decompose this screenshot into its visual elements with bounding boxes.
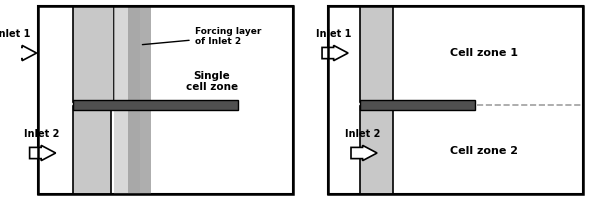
Bar [328,6,583,194]
Bar [359,6,392,102]
Text: Forcing layer
of Inlet 2: Forcing layer of Inlet 2 [142,27,261,47]
Bar [73,6,113,102]
Bar [73,100,238,110]
Bar [359,106,392,194]
Text: Inlet 2: Inlet 2 [345,129,380,139]
Text: Inlet 1: Inlet 1 [316,29,352,39]
FancyArrow shape [351,145,377,161]
Bar [38,6,293,194]
Text: Inlet 1: Inlet 1 [0,29,30,39]
FancyArrow shape [29,145,56,161]
Text: Single
cell zone: Single cell zone [186,71,238,92]
Text: Inlet 2: Inlet 2 [24,129,59,139]
FancyArrow shape [1,45,37,61]
Bar [113,6,140,194]
Bar [73,106,110,194]
Text: Cell zone 2: Cell zone 2 [450,146,518,156]
Bar [328,6,583,194]
FancyArrow shape [322,45,348,61]
Bar [359,100,475,110]
Bar [38,6,293,194]
Bar [128,6,151,194]
Text: Cell zone 1: Cell zone 1 [450,48,518,58]
